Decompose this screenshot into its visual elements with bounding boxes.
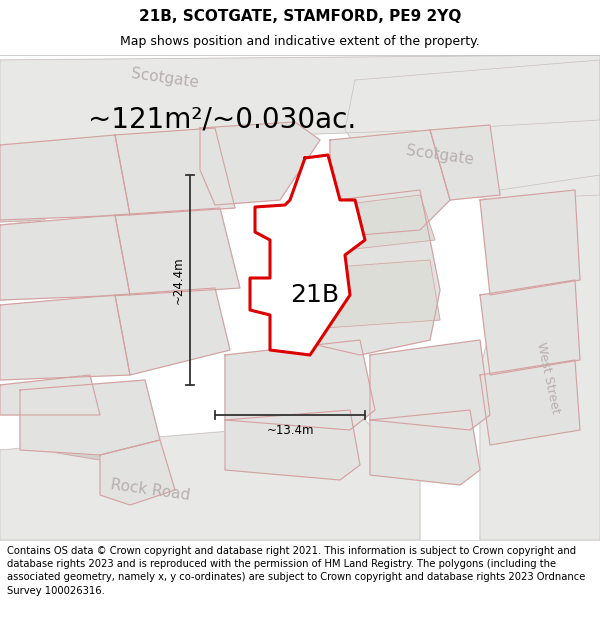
Polygon shape <box>115 208 240 295</box>
Polygon shape <box>115 128 235 215</box>
Polygon shape <box>0 143 45 222</box>
Text: 21B, SCOTGATE, STAMFORD, PE9 2YQ: 21B, SCOTGATE, STAMFORD, PE9 2YQ <box>139 9 461 24</box>
Polygon shape <box>0 135 130 220</box>
Text: Rock Road: Rock Road <box>109 477 191 503</box>
Polygon shape <box>480 360 580 445</box>
Polygon shape <box>20 380 160 455</box>
Polygon shape <box>290 190 440 355</box>
Polygon shape <box>340 195 435 250</box>
Text: ~24.4m: ~24.4m <box>172 256 185 304</box>
Polygon shape <box>0 420 420 540</box>
Polygon shape <box>480 280 580 375</box>
Text: ~121m²/~0.030ac.: ~121m²/~0.030ac. <box>88 106 356 134</box>
Polygon shape <box>330 130 450 235</box>
Text: Map shows position and indicative extent of the property.: Map shows position and indicative extent… <box>120 35 480 48</box>
Text: Contains OS data © Crown copyright and database right 2021. This information is : Contains OS data © Crown copyright and d… <box>7 546 586 596</box>
Polygon shape <box>480 175 600 540</box>
Polygon shape <box>225 410 360 480</box>
Polygon shape <box>295 260 440 330</box>
Text: Scotgate: Scotgate <box>405 143 475 167</box>
Polygon shape <box>0 295 130 380</box>
Text: 21B: 21B <box>290 283 340 307</box>
Polygon shape <box>115 288 230 375</box>
Polygon shape <box>100 440 175 505</box>
Polygon shape <box>40 412 145 460</box>
Polygon shape <box>370 410 480 485</box>
Polygon shape <box>200 122 320 205</box>
Polygon shape <box>0 215 130 300</box>
Text: ~13.4m: ~13.4m <box>266 424 314 436</box>
Polygon shape <box>345 60 600 200</box>
Polygon shape <box>0 55 600 145</box>
Polygon shape <box>0 375 100 415</box>
Polygon shape <box>225 340 375 430</box>
Polygon shape <box>0 222 45 300</box>
Polygon shape <box>430 125 500 200</box>
Polygon shape <box>370 340 490 430</box>
Polygon shape <box>480 190 580 295</box>
Polygon shape <box>250 155 365 355</box>
Text: West Street: West Street <box>534 341 562 415</box>
Text: Scotgate: Scotgate <box>130 66 200 90</box>
